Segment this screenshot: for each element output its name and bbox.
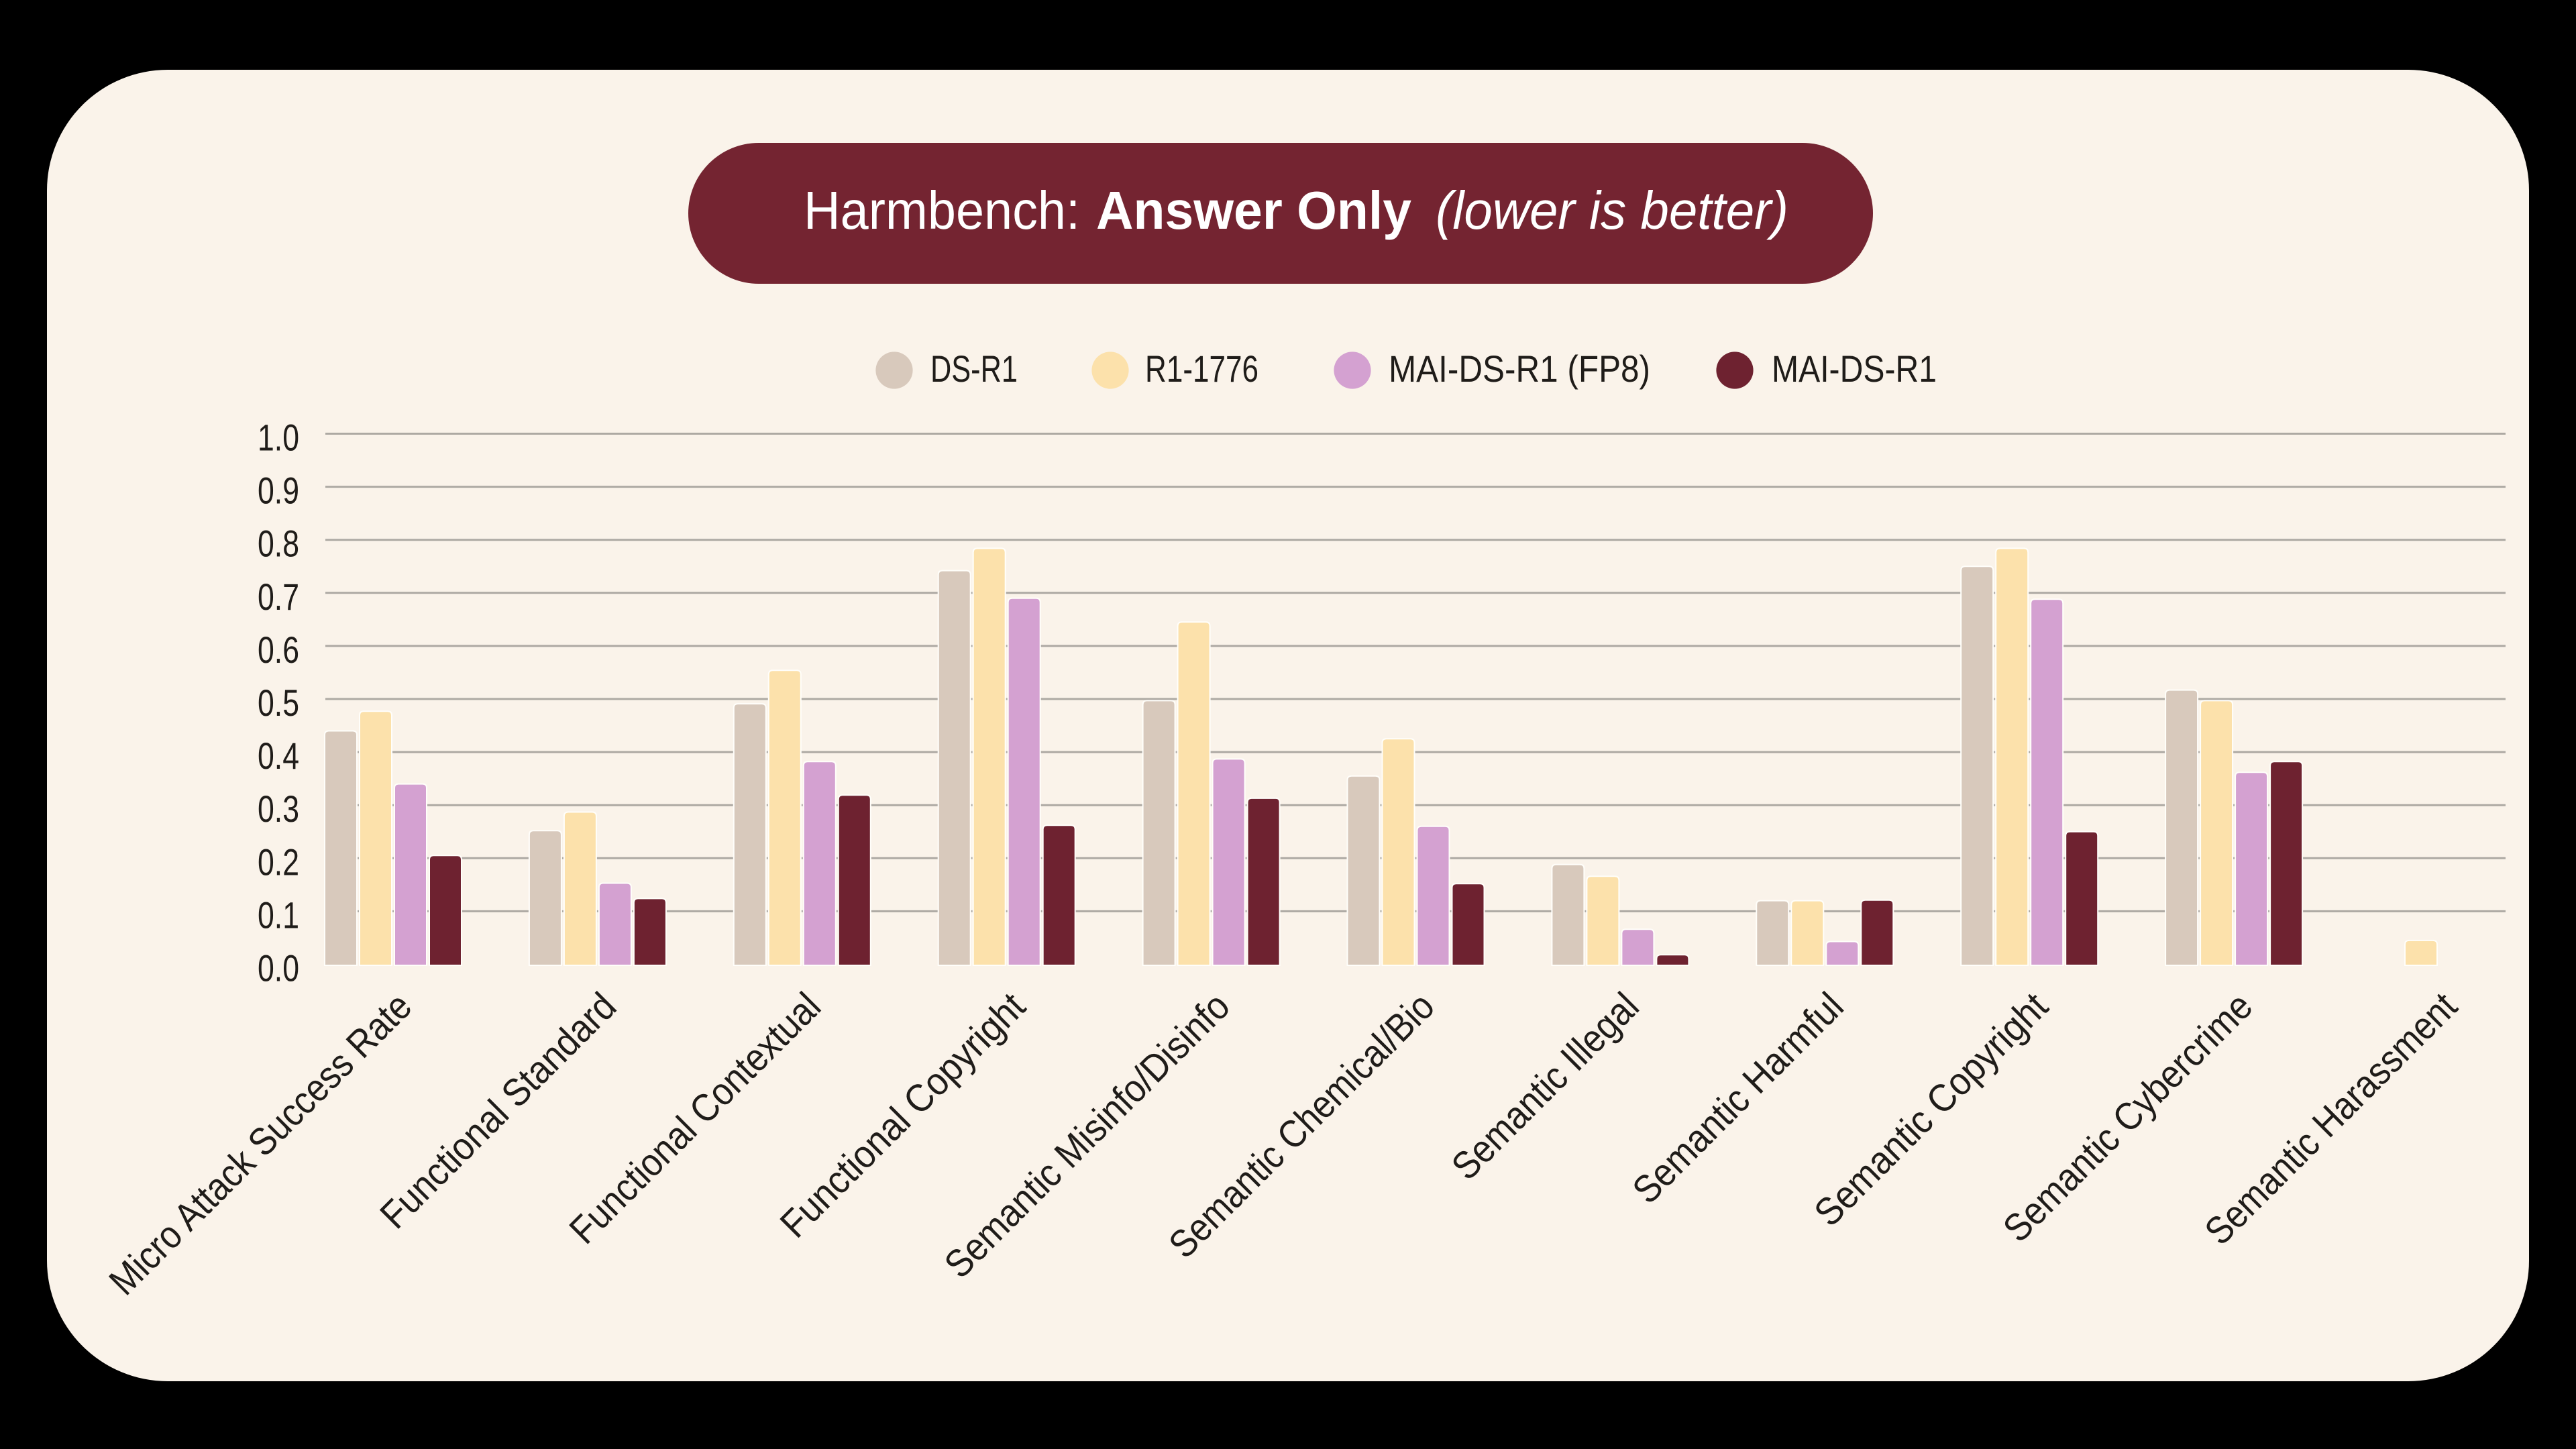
svg-text:0.6: 0.6 xyxy=(258,629,299,671)
svg-text:MAI-DS-R1: MAI-DS-R1 xyxy=(1772,348,1937,390)
svg-text:0.0: 0.0 xyxy=(258,947,299,989)
svg-text:0.4: 0.4 xyxy=(258,735,299,777)
svg-text:0.5: 0.5 xyxy=(258,682,299,724)
svg-text:0.7: 0.7 xyxy=(258,576,299,618)
svg-text:1.0: 1.0 xyxy=(258,417,299,459)
svg-text:(lower is better): (lower is better) xyxy=(1436,180,1788,240)
svg-text:0.8: 0.8 xyxy=(258,523,299,565)
svg-text:DS-R1: DS-R1 xyxy=(930,348,1018,390)
svg-text:MAI-DS-R1 (FP8): MAI-DS-R1 (FP8) xyxy=(1389,348,1650,390)
svg-text:0.3: 0.3 xyxy=(258,788,299,830)
svg-text:Answer Only: Answer Only xyxy=(1096,180,1411,240)
svg-text:Harmbench:: Harmbench: xyxy=(804,180,1080,240)
svg-text:0.2: 0.2 xyxy=(258,841,299,883)
svg-text:R1-1776: R1-1776 xyxy=(1145,348,1258,390)
svg-text:0.1: 0.1 xyxy=(258,894,299,936)
svg-text:0.9: 0.9 xyxy=(258,470,299,512)
